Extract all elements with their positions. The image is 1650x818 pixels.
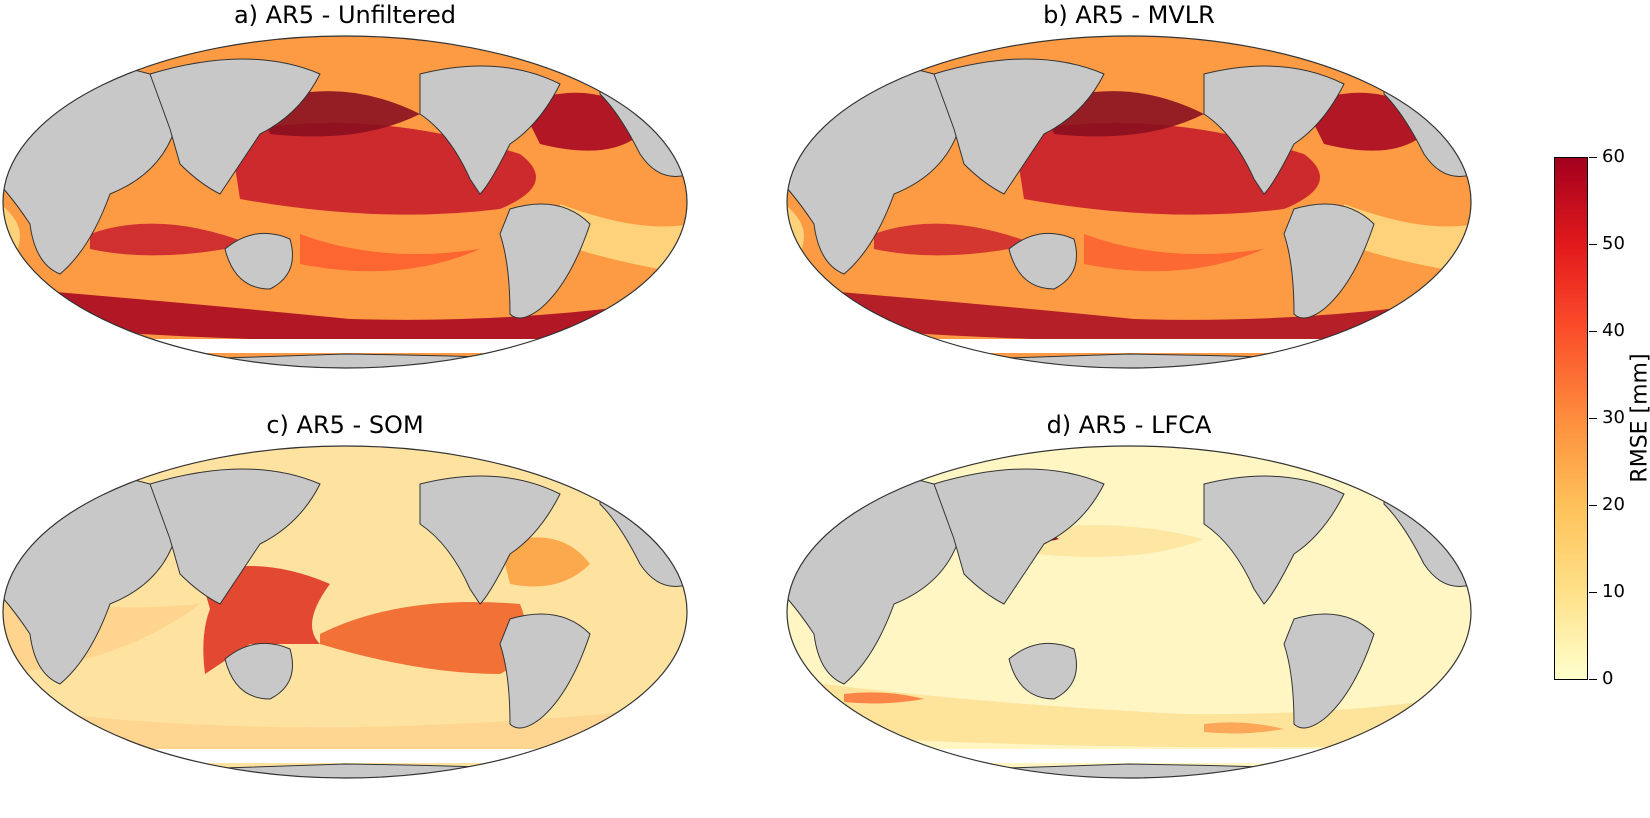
panel-title-d: d) AR5 - LFCA [1046,411,1212,439]
colorbar-tick [1589,679,1597,680]
panel-title-a: a) AR5 - Unfiltered [233,1,457,29]
colorbar [1554,157,1588,680]
colorbar-tick [1589,244,1597,245]
map-panel-a: a) AR5 - Unfiltered [0,0,690,370]
map-a [2,35,688,369]
colorbar-tick-label: 40 [1602,320,1625,341]
colorbar-tick-label: 30 [1602,407,1625,428]
map-c [2,445,688,779]
colorbar-tick [1589,505,1597,506]
colorbar-tick-label: 60 [1602,146,1625,167]
colorbar-tick [1589,331,1597,332]
colorbar-tick-label: 10 [1602,581,1625,602]
map-panel-c: c) AR5 - SOM [0,410,690,780]
map-panel-b: b) AR5 - MVLR [784,0,1474,370]
map-b [786,35,1472,369]
colorbar-tick [1589,418,1597,419]
colorbar-tick-label: 20 [1602,494,1625,515]
map-panel-d: d) AR5 - LFCA [784,410,1474,780]
colorbar-tick-label: 50 [1602,233,1625,254]
colorbar-label: RMSE [mm] [1627,353,1650,483]
colorbar-tick [1589,592,1597,593]
map-d [786,445,1472,779]
panel-title-b: b) AR5 - MVLR [1043,1,1215,29]
colorbar-tick [1589,157,1597,158]
panel-title-c: c) AR5 - SOM [266,411,424,439]
colorbar-tick-label: 0 [1602,668,1614,689]
